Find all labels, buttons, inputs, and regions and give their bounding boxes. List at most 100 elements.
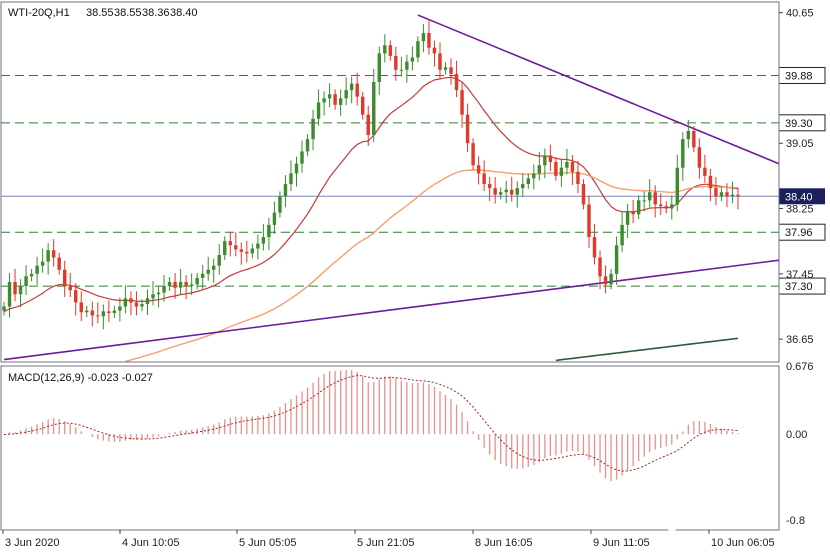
candle-body — [349, 83, 354, 91]
candle-body — [316, 102, 321, 119]
candle-body — [383, 45, 387, 54]
candle-body — [51, 250, 56, 258]
candle-body — [421, 33, 426, 42]
macd-tick-top: 0.676 — [786, 361, 814, 373]
candle-body — [708, 175, 713, 189]
candle-body — [35, 265, 39, 274]
level-badge-label: 37.30 — [785, 281, 813, 293]
watermark: FBS外汇平台 — [652, 509, 766, 531]
price-tick-label: 40.65 — [786, 8, 814, 20]
macd-tick-bottom: -0.8 — [786, 515, 805, 527]
candle-body — [234, 245, 238, 250]
candle-body — [366, 114, 370, 136]
candle-body — [96, 315, 100, 317]
candle-body — [162, 286, 166, 293]
time-tick-label: 5 Jun 05:05 — [239, 537, 297, 549]
candle-body — [24, 276, 28, 287]
trendline-support — [3, 259, 780, 361]
candle-body — [184, 282, 188, 287]
candle-body — [388, 45, 393, 56]
candle-body — [278, 196, 282, 213]
ma-slow-line — [125, 169, 739, 363]
candle-body — [427, 33, 431, 48]
candle-body — [338, 98, 343, 105]
header: WTI-20Q,H1 38.55 38.55 38.36 38.40 MACD(… — [8, 7, 198, 384]
candle-body — [592, 237, 597, 258]
candle-body — [206, 269, 210, 274]
price-tick-label: 39.05 — [786, 138, 814, 150]
candle-body — [355, 83, 359, 97]
candle-body — [294, 163, 299, 174]
candle-body — [670, 204, 674, 209]
candle-body — [300, 151, 304, 164]
candle-body — [289, 173, 293, 185]
candle-body — [675, 167, 680, 205]
candle-body — [548, 155, 553, 162]
candle-body — [217, 255, 221, 266]
candle-body — [79, 302, 83, 313]
candle-body — [620, 224, 624, 246]
candle-body — [504, 189, 508, 193]
candle-body — [587, 204, 591, 238]
candle-body — [443, 67, 448, 70]
macd-tick-zero: 0.00 — [786, 429, 807, 441]
candle-body — [493, 188, 497, 195]
candle-body — [736, 194, 740, 197]
candle-body — [581, 184, 586, 205]
candle-body — [134, 302, 139, 307]
candle-body — [454, 73, 459, 91]
candle-body — [537, 165, 542, 174]
macd-label: MACD(12,26,9) -0.023 -0.027 — [8, 372, 153, 384]
candle-body — [195, 277, 199, 285]
trendlines — [3, 14, 780, 361]
candle-body — [603, 276, 608, 285]
candle-body — [460, 90, 464, 115]
candle-body — [90, 310, 95, 316]
candle-body — [311, 118, 315, 140]
candle-body — [140, 304, 144, 307]
candle-body — [410, 57, 415, 62]
candle-body — [570, 162, 575, 172]
candle-body — [703, 167, 707, 176]
ma-fast-line — [3, 76, 739, 313]
time-tick-label: 9 Jun 11:05 — [593, 537, 650, 549]
candle-body — [631, 210, 635, 215]
symbol-label: WTI-20Q,H1 — [8, 7, 70, 19]
candle-body — [559, 167, 564, 176]
candle-body — [526, 178, 530, 185]
levels-layer: 39.88 39.30 37.96 37.30 38.40 — [1, 66, 826, 295]
time-tick-label: 4 Jun 10:05 — [122, 537, 180, 549]
candle-body — [653, 192, 657, 205]
candle-body — [449, 67, 453, 74]
price-tick-label: 37.45 — [786, 269, 814, 281]
candle-body — [692, 130, 696, 148]
level-badge-label: 39.88 — [785, 70, 813, 82]
candle-body — [156, 292, 161, 295]
axes: 40.65 39.05 38.25 37.45 36.65 3 Jun 2020 4 Jun… — [0, 1, 814, 549]
time-tick-label: 5 Jun 21:05 — [357, 537, 415, 549]
candle-body — [129, 298, 133, 303]
candle-body — [322, 98, 326, 103]
candle-body — [471, 143, 475, 166]
macd-panel — [3, 369, 739, 482]
candle-body — [719, 192, 724, 197]
price-panel-frame — [0, 1, 780, 363]
candle-body — [521, 184, 525, 189]
candle-body — [515, 188, 519, 195]
candle-body — [178, 282, 183, 288]
candle-body — [642, 200, 646, 202]
ohlc-close: 38.40 — [170, 7, 198, 19]
time-tick-label: 10 Jun 06:05 — [711, 537, 775, 549]
candle-body — [212, 265, 216, 270]
candle-body — [101, 311, 106, 317]
ohlc-high: 38.55 — [114, 7, 142, 19]
candle-body — [151, 294, 155, 299]
candle-body — [7, 282, 12, 307]
candle-body — [609, 273, 613, 285]
level-badge-label: 37.96 — [785, 227, 813, 239]
candle-body — [614, 245, 619, 274]
candle-body — [372, 82, 376, 136]
candle-body — [576, 171, 580, 185]
candle-body — [510, 189, 514, 195]
candle-body — [714, 188, 718, 197]
